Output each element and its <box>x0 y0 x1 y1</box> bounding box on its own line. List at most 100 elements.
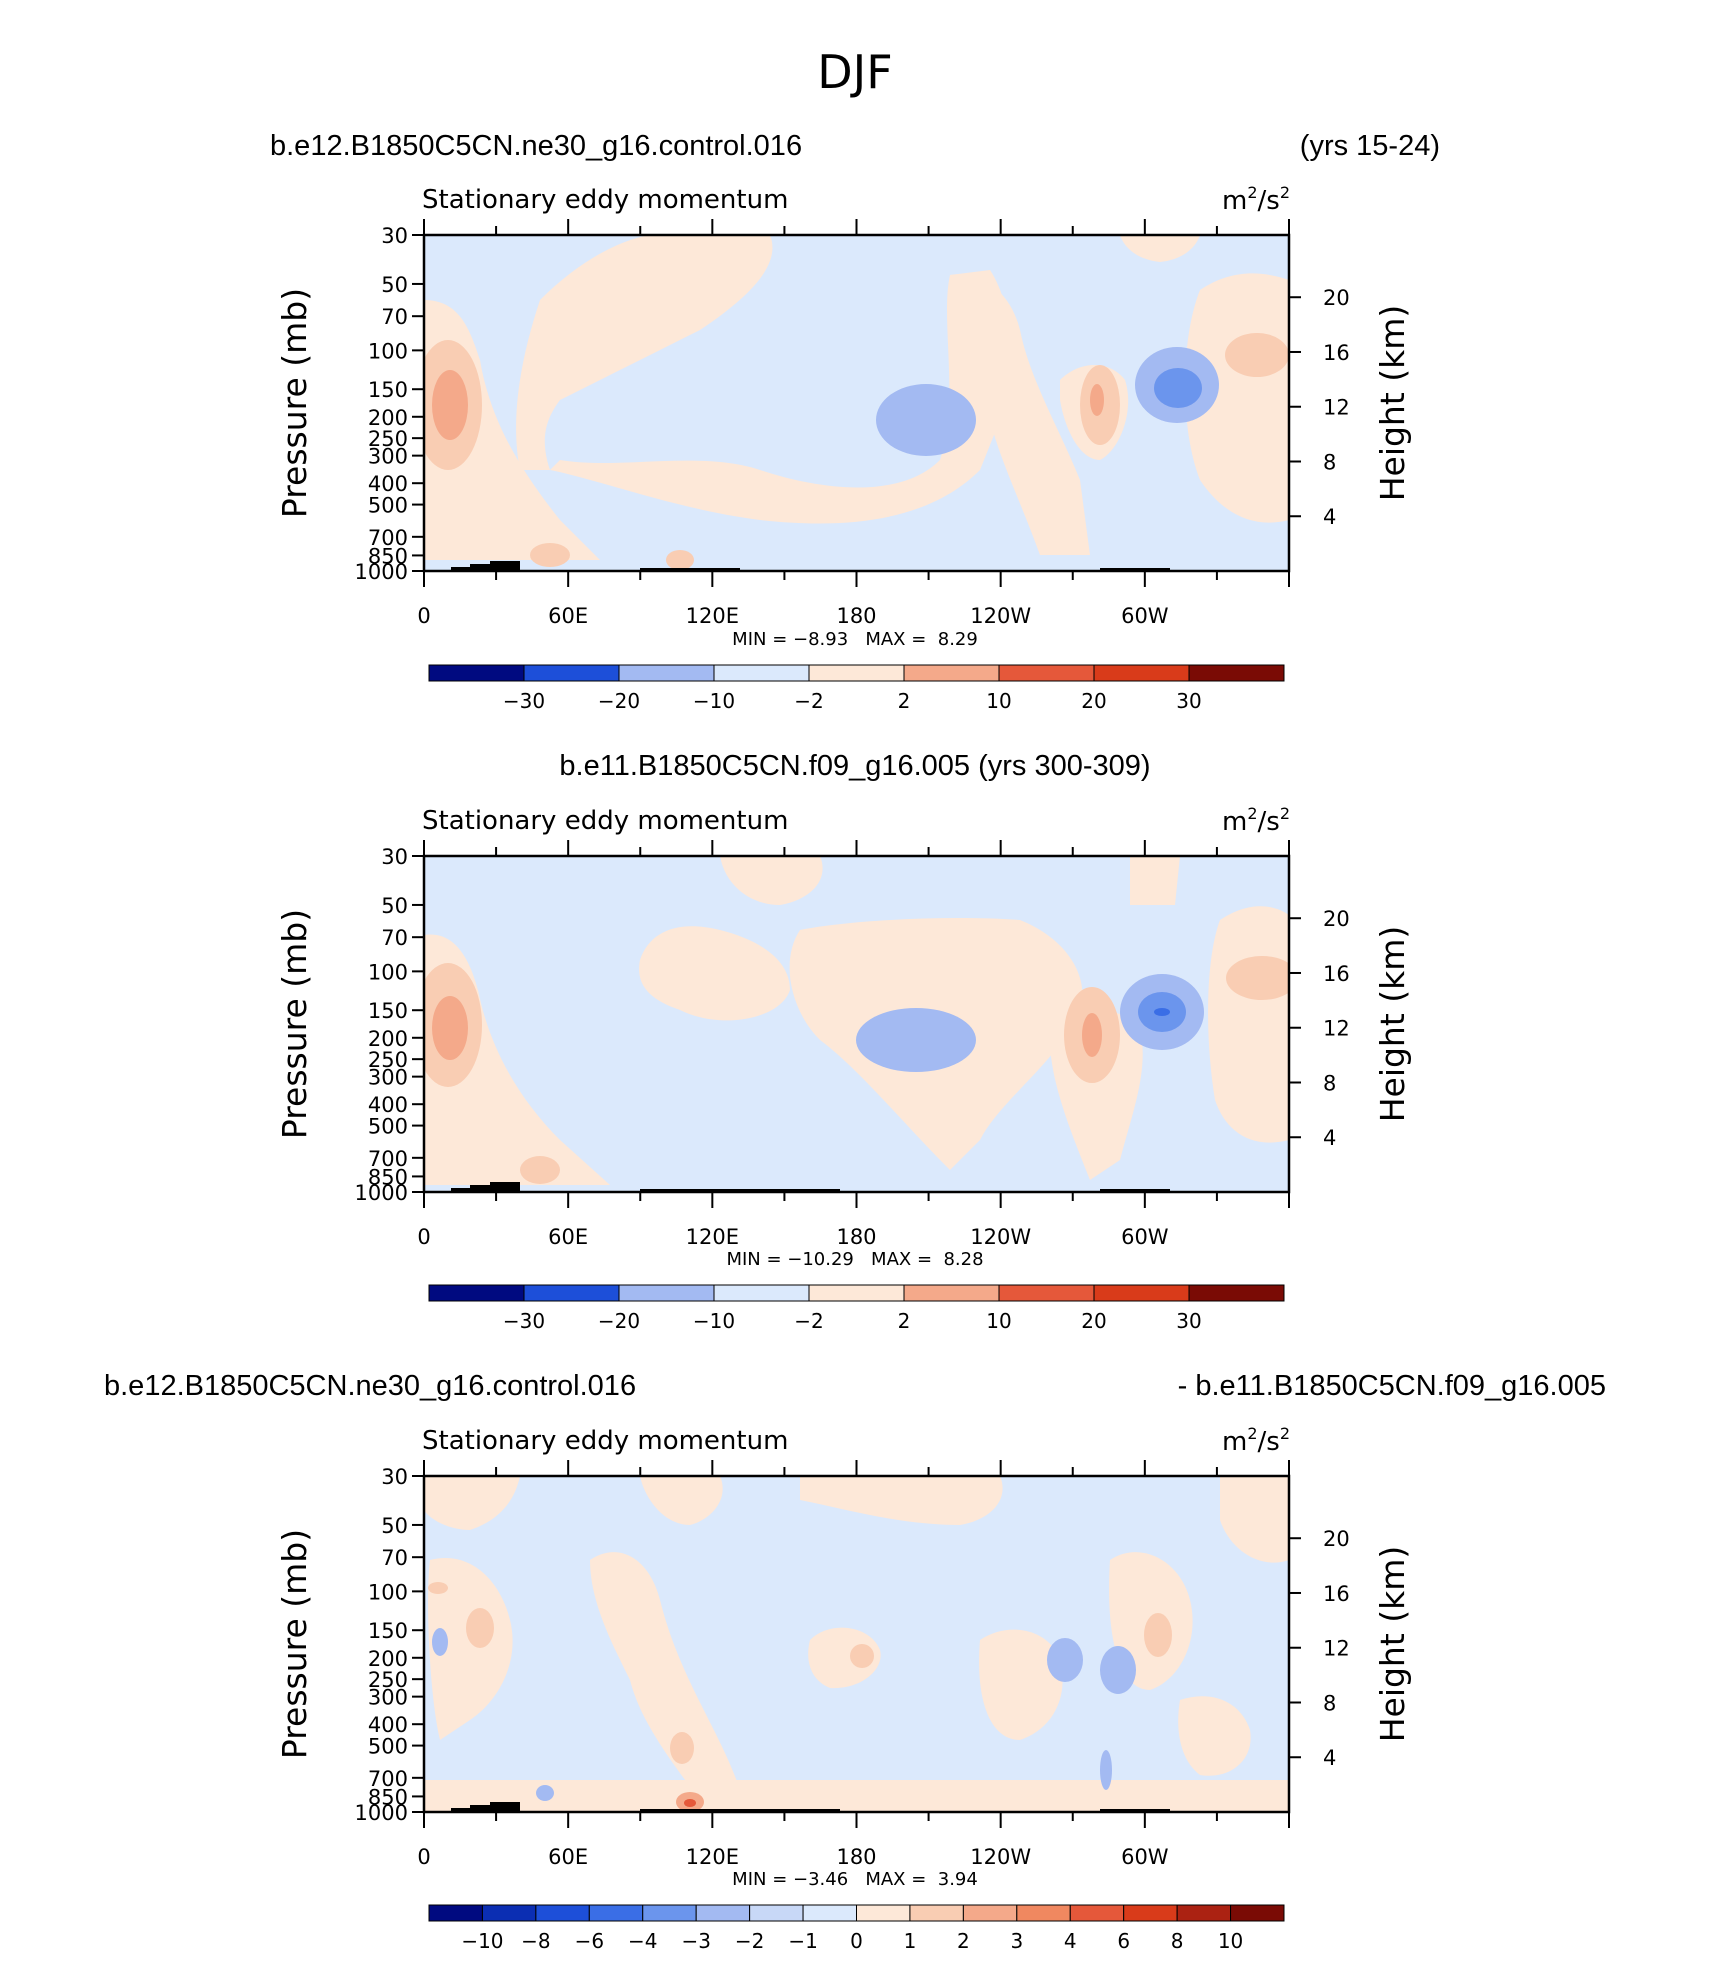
y-tick-label: 300 <box>368 445 408 469</box>
colorbar-label: 6 <box>1117 1929 1130 1953</box>
panel-2-neg-blob-1 <box>856 1008 976 1072</box>
colorbar-box <box>749 1904 804 1922</box>
y-tick-label: 700 <box>368 526 408 550</box>
colorbar-box <box>428 1904 483 1922</box>
panel-3: b.e12.B1850C5CN.ne30_g16.control.016 - b… <box>104 1370 1606 1953</box>
colorbar-label: 1 <box>904 1929 917 1953</box>
panel-1-pos-blob-6 <box>530 543 570 567</box>
figure-title: DJF <box>817 45 892 99</box>
colorbar-box <box>1188 664 1285 682</box>
colorbar-box <box>1093 664 1190 682</box>
y-right-tick-label: 12 <box>1323 1017 1350 1041</box>
panel-3-pos-band-i <box>808 1627 881 1689</box>
panel-2-pos-band-f <box>1208 906 1289 1143</box>
y-tick-label: 1000 <box>355 560 408 584</box>
panel-1-pos-blob-3 <box>1225 333 1289 377</box>
panel-3-pos-band-b <box>428 1558 513 1740</box>
y-tick-label: 150 <box>368 378 408 402</box>
y-tick-label: 200 <box>368 406 408 430</box>
colorbar-box <box>808 664 905 682</box>
panel-2-units-exp1: 2 <box>1247 804 1257 823</box>
panel-3-neg-blob-5 <box>1100 1750 1112 1790</box>
panel-1-subtitle: Stationary eddy momentum <box>422 185 788 215</box>
y-tick-label: 500 <box>368 494 408 518</box>
panel-1-contours <box>424 235 1289 571</box>
y-tick-label: 70 <box>381 1546 408 1570</box>
colorbar-box <box>998 1284 1095 1302</box>
colorbar-box <box>428 1284 525 1302</box>
y-right-tick-label: 4 <box>1323 1126 1336 1150</box>
colorbar-box <box>713 664 810 682</box>
panel-2-pos-blob-3 <box>1226 956 1289 1000</box>
panel-1-neg-blob-1 <box>876 384 976 456</box>
y-right-tick-label: 8 <box>1323 1691 1336 1715</box>
panel-3-pos-blob-7 <box>428 1582 448 1594</box>
colorbar-label: 10 <box>986 1309 1011 1333</box>
y-tick-label: 250 <box>368 427 408 451</box>
panel-3-ylabel-right: Height (km) <box>1373 1546 1412 1743</box>
panel-1-pos-top-right <box>1120 235 1200 262</box>
y-right-tick-label: 20 <box>1323 286 1350 310</box>
panel-2-stats: MIN = −10.29 MAX = 8.28 <box>726 1249 983 1270</box>
panel-3-pos-band-a <box>424 1476 520 1530</box>
colorbar-label: 0 <box>850 1929 863 1953</box>
x-tick-label: 180 <box>836 1845 876 1869</box>
x-tick-label: 60E <box>548 1845 588 1869</box>
panel-2-subtitle: Stationary eddy momentum <box>422 806 788 836</box>
panel-1-title-right: (yrs 15-24) <box>1300 130 1440 162</box>
y-tick-label: 30 <box>381 224 408 248</box>
colorbar-label: −30 <box>503 689 545 713</box>
panel-3-units-exp2: 2 <box>1280 1424 1290 1443</box>
panel-3-land-africa <box>451 1802 520 1812</box>
colorbar-box <box>618 664 715 682</box>
panel-2-pos-band-e <box>1130 856 1180 905</box>
colorbar-box <box>856 1904 911 1922</box>
y-tick-label: 100 <box>368 1580 408 1604</box>
y-tick-label: 150 <box>368 999 408 1023</box>
colorbar-label: −2 <box>794 1309 823 1333</box>
colorbar-box <box>1176 1904 1232 1922</box>
colorbar-label: −2 <box>735 1929 764 1953</box>
panel-1-units: m2/s2 <box>1222 183 1290 216</box>
panel-3-neg-blob-3 <box>432 1628 448 1656</box>
y-tick-label: 300 <box>368 1066 408 1090</box>
colorbar-label: −20 <box>598 1309 640 1333</box>
colorbar-box <box>1188 1284 1285 1302</box>
panel-1-title-left: b.e12.B1850C5CN.ne30_g16.control.016 <box>270 130 802 162</box>
y-right-tick-label: 4 <box>1323 1746 1336 1770</box>
panel-3-neg-blob-1 <box>1047 1638 1083 1682</box>
colorbar-box <box>713 1284 810 1302</box>
y-right-tick-label: 4 <box>1323 505 1336 529</box>
panel-1-pos-blob-2 <box>432 370 468 440</box>
panel-1-units-mid: /s <box>1258 186 1280 216</box>
colorbar-label: 2 <box>957 1929 970 1953</box>
panel-2-pos-blob-2 <box>432 996 468 1060</box>
y-tick-label: 50 <box>381 1514 408 1538</box>
colorbar-label: −4 <box>628 1929 657 1953</box>
y-tick-label: 1000 <box>355 1801 408 1825</box>
x-tick-label: 60E <box>548 1225 588 1249</box>
panel-3-pos-blob-2 <box>850 1644 874 1668</box>
panel-1-land-africa <box>451 561 520 571</box>
panel-1-pos-blob-7 <box>666 550 694 570</box>
panel-2-land-africa <box>451 1182 520 1192</box>
colorbar-box <box>618 1284 715 1302</box>
x-tick-label: 0 <box>417 604 430 628</box>
colorbar-box <box>808 1284 905 1302</box>
panel-3-neg-blob-2 <box>1100 1646 1136 1694</box>
colorbar-label: −1 <box>788 1929 817 1953</box>
y-tick-label: 50 <box>381 273 408 297</box>
panel-3-pos-band-k <box>424 1780 1289 1812</box>
panel-3-units-base: m <box>1222 1427 1247 1457</box>
panel-1-neg-blob-3 <box>1154 368 1202 408</box>
panel-3-subtitle: Stationary eddy momentum <box>422 1426 788 1456</box>
panel-3-pos-blob-3 <box>670 1732 694 1764</box>
panel-2-units: m2/s2 <box>1222 804 1290 837</box>
colorbar-box <box>481 1904 537 1922</box>
panel-2-ylabel: Pressure (mb) <box>275 909 314 1139</box>
panel-1-ylabel: Pressure (mb) <box>275 288 314 518</box>
panel-1-stats: MIN = −8.93 MAX = 8.29 <box>732 629 978 650</box>
colorbar-label: 20 <box>1081 689 1106 713</box>
panel-2-pos-blob-5 <box>1082 1013 1102 1057</box>
panel-3-title-left: b.e12.B1850C5CN.ne30_g16.control.016 <box>104 1370 636 1402</box>
